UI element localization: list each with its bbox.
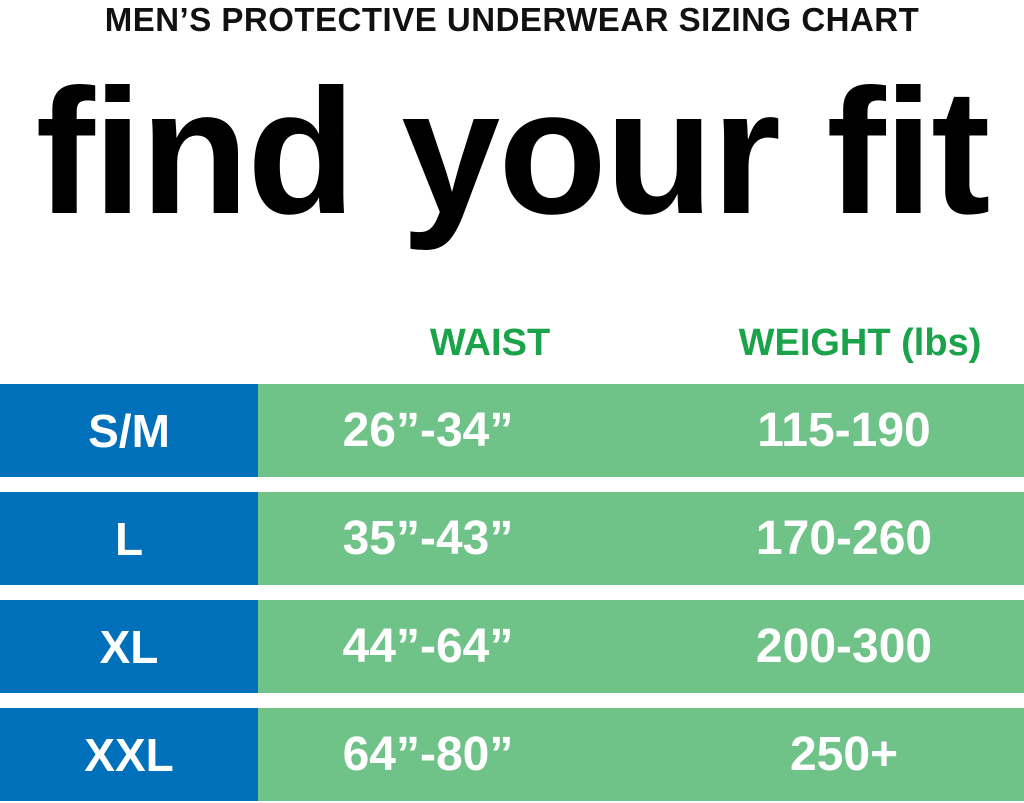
- waist-cell: 26”-34”: [342, 404, 514, 457]
- chart-title: find your fit: [35, 52, 991, 251]
- weight-cell: 250+: [789, 728, 899, 781]
- chart-subtitle: MEN’S PROTECTIVE UNDERWEAR SIZING CHART: [104, 1, 920, 38]
- header-weight: WEIGHT (lbs): [738, 322, 982, 364]
- weight-cell: 115-190: [757, 404, 931, 457]
- value-cells: 44”-64” 200-300: [258, 600, 1024, 693]
- size-cell: L: [0, 492, 258, 585]
- waist-cell: 44”-64”: [342, 620, 514, 673]
- value-cells: 35”-43” 170-260: [258, 492, 1024, 585]
- weight-cell: 170-260: [755, 512, 933, 565]
- size-cell: XL: [0, 600, 258, 693]
- size-cell: XXL: [0, 708, 258, 801]
- table-row: L 35”-43” 170-260: [0, 492, 1024, 585]
- table-row: XXL 64”-80” 250+: [0, 708, 1024, 801]
- table-row: XL 44”-64” 200-300: [0, 600, 1024, 693]
- waist-cell: 64”-80”: [342, 728, 514, 781]
- weight-cell: 200-300: [755, 620, 933, 673]
- table-row: S/M 26”-34” 115-190: [0, 384, 1024, 477]
- waist-cell: 35”-43”: [342, 512, 514, 565]
- header-waist: WAIST: [429, 322, 551, 364]
- value-cells: 26”-34” 115-190: [258, 384, 1024, 477]
- value-cells: 64”-80” 250+: [258, 708, 1024, 801]
- size-cell: S/M: [0, 384, 258, 477]
